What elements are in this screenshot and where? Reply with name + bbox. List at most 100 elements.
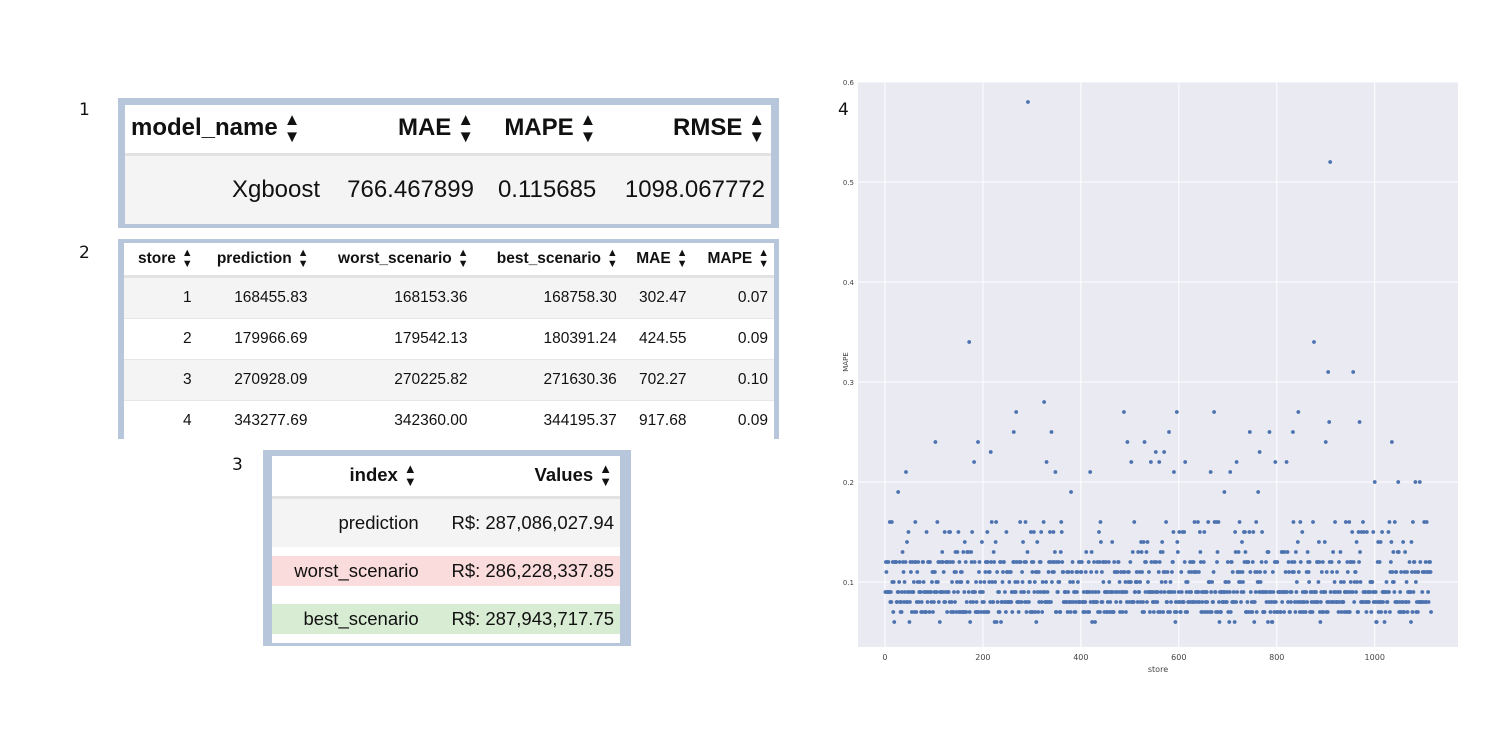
- summary-header-row: model_name ▲ ▼ MAE ▲ ▼ MAPE ▲ ▼ RMSE ▲ ▼: [125, 105, 771, 156]
- sort-updown-icon[interactable]: ▲ ▼: [748, 110, 765, 146]
- store-header-best[interactable]: best_scenario ▲ ▼: [473, 243, 623, 278]
- store-header-worst[interactable]: worst_scenario ▲ ▼: [313, 243, 474, 278]
- sort-updown-icon[interactable]: ▲ ▼: [181, 247, 193, 270]
- data-point: [1022, 590, 1026, 594]
- data-point: [1217, 620, 1222, 624]
- data-point: [1307, 560, 1312, 564]
- data-point: [1227, 620, 1232, 624]
- table-row: 4 343277.69 342360.00 344195.37 917.68 0…: [124, 400, 774, 441]
- data-point: [1337, 560, 1341, 564]
- data-point: [1426, 590, 1431, 594]
- data-point: [1000, 580, 1005, 584]
- data-point: [1066, 570, 1071, 574]
- sort-updown-icon[interactable]: ▲ ▼: [676, 247, 688, 270]
- data-point: [1068, 580, 1072, 584]
- sort-updown-icon[interactable]: ▲ ▼: [297, 247, 309, 270]
- data-point: [983, 570, 988, 574]
- data-point: [1157, 560, 1162, 564]
- data-point: [1310, 610, 1315, 614]
- data-point: [1009, 600, 1014, 604]
- data-point: [1388, 560, 1393, 564]
- data-point: [1060, 560, 1065, 564]
- data-point: [1298, 520, 1303, 524]
- sort-updown-icon[interactable]: ▲ ▼: [457, 110, 474, 146]
- store-header-mape[interactable]: MAPE ▲ ▼: [692, 243, 774, 278]
- x-tick-label: 600: [1171, 653, 1186, 662]
- data-point: [1312, 340, 1316, 344]
- summary-header-mae[interactable]: MAE ▲ ▼: [326, 105, 480, 156]
- data-point: [1031, 560, 1036, 564]
- summary-header-rmse[interactable]: RMSE ▲ ▼: [602, 105, 771, 156]
- data-point: [1418, 560, 1423, 564]
- scenario-index-cell: best_scenario: [272, 595, 425, 643]
- data-point: [1322, 540, 1327, 544]
- scenario-header-index[interactable]: index ▲ ▼: [272, 456, 425, 499]
- data-point: [1245, 600, 1250, 604]
- data-point: [1026, 590, 1031, 594]
- data-point: [1162, 450, 1167, 454]
- store-header-prediction[interactable]: prediction ▲ ▼: [197, 243, 314, 278]
- sort-updown-icon[interactable]: ▲ ▼: [758, 247, 769, 270]
- summary-header-model-name[interactable]: model_name ▲ ▼: [125, 105, 327, 156]
- data-point: [1114, 600, 1119, 604]
- scenario-header-values[interactable]: Values ▲ ▼: [424, 456, 620, 499]
- data-point: [892, 620, 897, 624]
- store-cell: 0.07: [692, 276, 774, 319]
- data-point: [1266, 620, 1270, 624]
- data-point: [967, 610, 972, 614]
- data-point: [927, 610, 932, 614]
- sort-updown-icon[interactable]: ▲ ▼: [403, 461, 417, 489]
- data-point: [1253, 590, 1258, 594]
- data-point: [1282, 610, 1287, 614]
- data-point: [1010, 610, 1015, 614]
- data-point: [980, 590, 985, 594]
- data-point: [1394, 570, 1399, 574]
- data-point: [1398, 590, 1403, 594]
- data-point: [1071, 580, 1075, 584]
- x-tick-label: 0: [882, 653, 887, 662]
- data-point: [941, 570, 946, 574]
- data-point: [974, 580, 978, 584]
- data-point: [946, 590, 951, 594]
- data-point: [1311, 520, 1315, 524]
- data-point: [1423, 560, 1428, 564]
- data-point: [1156, 570, 1161, 574]
- store-header-store[interactable]: store ▲ ▼: [124, 243, 198, 278]
- data-point: [1381, 600, 1385, 604]
- data-point: [1403, 550, 1408, 554]
- data-point: [1413, 480, 1418, 484]
- data-point: [1052, 570, 1056, 574]
- sort-updown-icon[interactable]: ▲ ▼: [457, 247, 469, 270]
- data-point: [932, 570, 937, 574]
- data-point: [1178, 610, 1183, 614]
- data-point: [1259, 560, 1264, 564]
- data-point: [1415, 610, 1420, 614]
- sort-updown-icon[interactable]: ▲ ▼: [599, 461, 612, 489]
- data-point: [1222, 490, 1227, 494]
- sort-updown-icon[interactable]: ▲ ▼: [579, 110, 597, 146]
- summary-header-mape[interactable]: MAPE ▲ ▼: [479, 105, 603, 156]
- data-point: [1373, 590, 1378, 594]
- data-point: [972, 560, 977, 564]
- store-cell: 342360.00: [313, 400, 474, 441]
- store-cell: 0.10: [692, 359, 774, 401]
- store-predictions-table: store ▲ ▼ prediction ▲ ▼ worst_scenario ▲ ▼ be…: [118, 239, 779, 441]
- store-header-row: store ▲ ▼ prediction ▲ ▼ worst_scenario ▲ ▼ be…: [124, 243, 774, 278]
- data-point: [1428, 570, 1433, 574]
- data-point: [1157, 460, 1162, 464]
- data-point: [1287, 570, 1291, 574]
- data-point: [1402, 610, 1407, 614]
- data-point: [1326, 370, 1331, 374]
- data-point: [1196, 520, 1200, 524]
- data-point: [1204, 590, 1209, 594]
- store-header-mae[interactable]: MAE ▲ ▼: [622, 243, 693, 278]
- data-point: [1306, 570, 1311, 574]
- data-point: [1112, 560, 1117, 564]
- data-point: [1191, 560, 1196, 564]
- sort-updown-icon[interactable]: ▲ ▼: [283, 110, 301, 146]
- sort-updown-icon[interactable]: ▲ ▼: [607, 247, 618, 270]
- data-point: [1264, 560, 1268, 564]
- data-point: [1356, 530, 1361, 534]
- data-point: [928, 560, 932, 564]
- data-point: [1250, 610, 1255, 614]
